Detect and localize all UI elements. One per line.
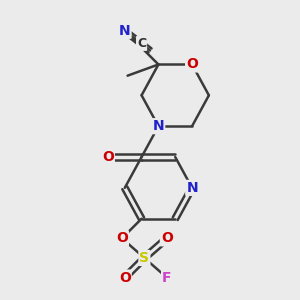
Text: O: O [119, 271, 131, 285]
Text: O: O [116, 231, 128, 245]
Text: N: N [119, 24, 130, 38]
Text: N: N [153, 119, 164, 133]
Text: S: S [140, 251, 149, 265]
Text: O: O [161, 231, 173, 245]
Text: O: O [102, 150, 114, 164]
Text: N: N [186, 181, 198, 195]
Text: F: F [162, 271, 172, 285]
Text: O: O [186, 58, 198, 71]
Text: C: C [137, 37, 146, 50]
